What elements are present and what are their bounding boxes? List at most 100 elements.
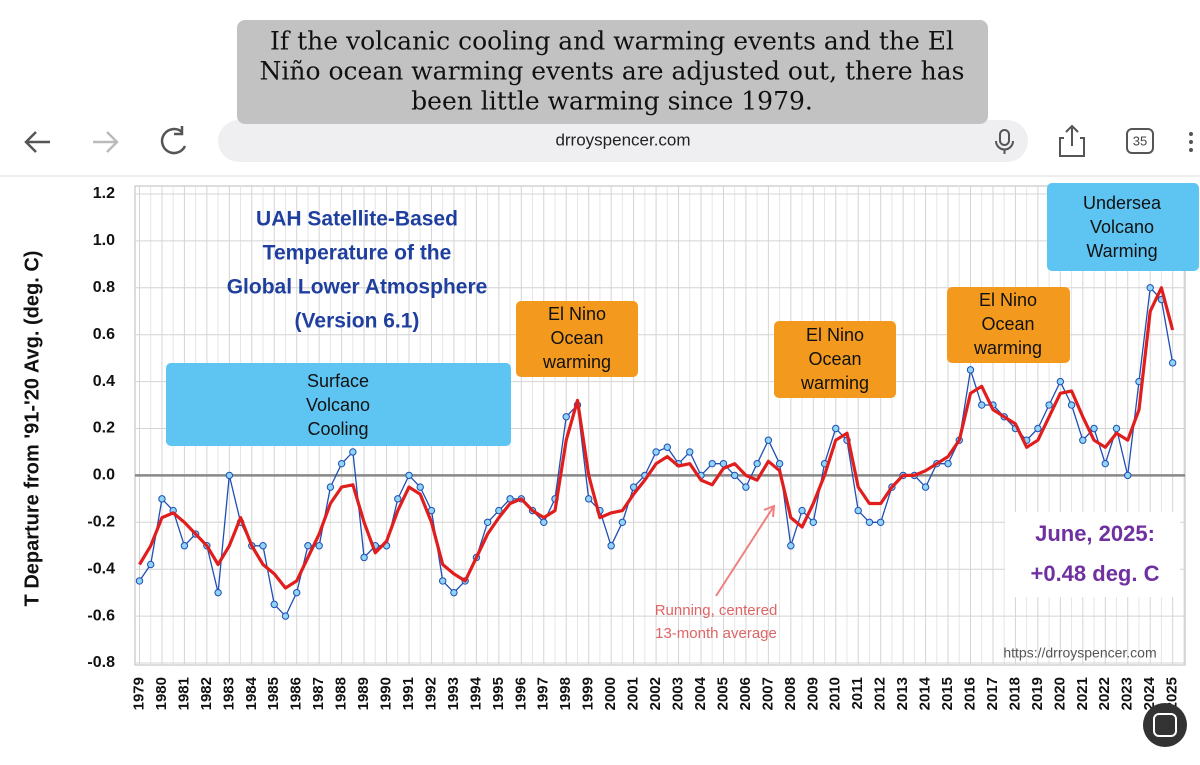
y-tick-label: -0.6	[87, 607, 115, 624]
x-tick-label: 1987	[310, 677, 327, 710]
data-point	[966, 366, 975, 374]
x-tick-label: 2007	[759, 677, 776, 710]
y-tick-label: 0.8	[93, 279, 115, 296]
data-point	[629, 483, 638, 491]
y-axis-title: T Departure from '91-'20 Avg. (deg. C)	[21, 251, 43, 607]
x-tick-label: 2018	[1006, 677, 1023, 710]
data-point	[607, 542, 615, 550]
annotation-text: El Nino	[806, 325, 864, 345]
data-point	[730, 471, 739, 480]
x-tick-label: 2021	[1074, 677, 1091, 710]
data-point	[540, 518, 548, 526]
annotation-arrow	[715, 504, 776, 597]
annotation-text: El Nino	[979, 290, 1037, 310]
forward-button[interactable]	[93, 131, 119, 153]
watermark: https://drroyspencer.com	[1003, 645, 1156, 661]
annotation-text: Ocean	[550, 328, 603, 348]
annotation-text: Cooling	[307, 419, 368, 439]
data-point	[147, 560, 155, 569]
running-label: 13-month average	[655, 625, 777, 642]
y-tick-label: -0.4	[87, 560, 115, 577]
menu-dot[interactable]	[1189, 140, 1193, 144]
latest-box	[1005, 512, 1180, 597]
data-point	[764, 436, 773, 444]
x-tick-label: 1990	[378, 677, 395, 710]
x-tick-label: 2004	[692, 676, 709, 710]
x-tick-label: 1988	[333, 677, 350, 710]
tabs-button[interactable]	[1126, 128, 1154, 154]
x-tick-label: 1998	[557, 677, 574, 710]
annotation-box	[516, 301, 638, 377]
data-point	[921, 483, 930, 491]
data-point	[809, 518, 817, 526]
data-point	[1067, 401, 1076, 409]
data-point	[708, 459, 716, 468]
data-point	[337, 459, 346, 468]
x-tick-label: 1985	[265, 677, 282, 710]
data-point	[1124, 471, 1132, 480]
data-point	[293, 588, 301, 597]
data-point	[854, 506, 862, 515]
data-point	[1168, 359, 1177, 367]
latest-text: June, 2025:	[1035, 521, 1155, 546]
annotation-text: Surface	[307, 371, 369, 391]
caption-line: If the volcanic cooling and warming even…	[270, 27, 954, 56]
x-tick-label: 1982	[198, 677, 215, 710]
y-tick-label: 1.2	[93, 185, 115, 202]
data-point	[326, 483, 335, 491]
reload-button[interactable]	[160, 126, 187, 155]
data-point	[652, 448, 660, 456]
data-point	[978, 401, 986, 409]
chart-title: Global Lower Atmosphere	[227, 276, 488, 299]
data-point	[360, 553, 368, 562]
share-button[interactable]	[1059, 124, 1085, 157]
data-point	[450, 588, 458, 597]
chart-title: UAH Satellite-Based	[256, 208, 458, 231]
annotation-box	[1047, 183, 1199, 271]
x-tick-label: 1993	[445, 677, 462, 710]
data-point	[315, 542, 323, 550]
x-tick-label: 2001	[625, 677, 642, 710]
data-point	[304, 542, 312, 550]
data-point	[483, 518, 492, 526]
tab-count: 35	[1133, 133, 1147, 148]
menu-dot[interactable]	[1189, 148, 1193, 152]
x-tick-label: 1989	[355, 677, 372, 710]
x-tick-label: 2025	[1164, 677, 1181, 710]
x-tick-label: 2020	[1051, 677, 1068, 710]
chart: 1979 1980 1981 1982 1983 1984 1985 1986 1987 1988…	[21, 183, 1199, 710]
x-tick-label: 1986	[288, 677, 305, 710]
browser-toolbar: drroyspencer.com 35	[0, 120, 1200, 177]
annotation-text: Ocean	[981, 314, 1034, 334]
x-tick-label: 1995	[490, 677, 507, 710]
data-point	[225, 471, 234, 480]
reader-button[interactable]	[1143, 703, 1187, 747]
x-tick-label: 1984	[243, 676, 260, 710]
caption-box	[237, 20, 988, 124]
x-tick-label: 2022	[1096, 677, 1113, 710]
menu-dot[interactable]	[1189, 132, 1193, 136]
y-tick-label: 0.6	[93, 326, 115, 343]
y-tick-label: 0.2	[93, 420, 115, 437]
data-point	[1146, 284, 1154, 292]
mic-button[interactable]	[999, 129, 1010, 146]
x-tick-label: 2012	[872, 677, 889, 710]
data-point	[259, 542, 267, 550]
x-tick-label: 2014	[917, 676, 934, 710]
data-point	[618, 518, 627, 526]
mic-icon	[995, 140, 1014, 154]
data-point	[135, 577, 144, 585]
x-tick-label: 2000	[602, 677, 619, 710]
annotation-text: Volcano	[306, 395, 370, 415]
y-tick-label: -0.2	[87, 514, 115, 531]
data-point	[944, 459, 952, 468]
back-button[interactable]	[24, 131, 50, 153]
x-tick-label: 2008	[782, 677, 799, 710]
x-tick-label: 1992	[422, 677, 439, 710]
data-point	[742, 483, 750, 491]
address-bar[interactable]	[218, 120, 1028, 162]
data-point	[1045, 401, 1053, 409]
x-tick-label: 2006	[737, 677, 754, 710]
x-tick-label: 2003	[669, 677, 686, 710]
x-tick-label: 1991	[400, 677, 417, 710]
